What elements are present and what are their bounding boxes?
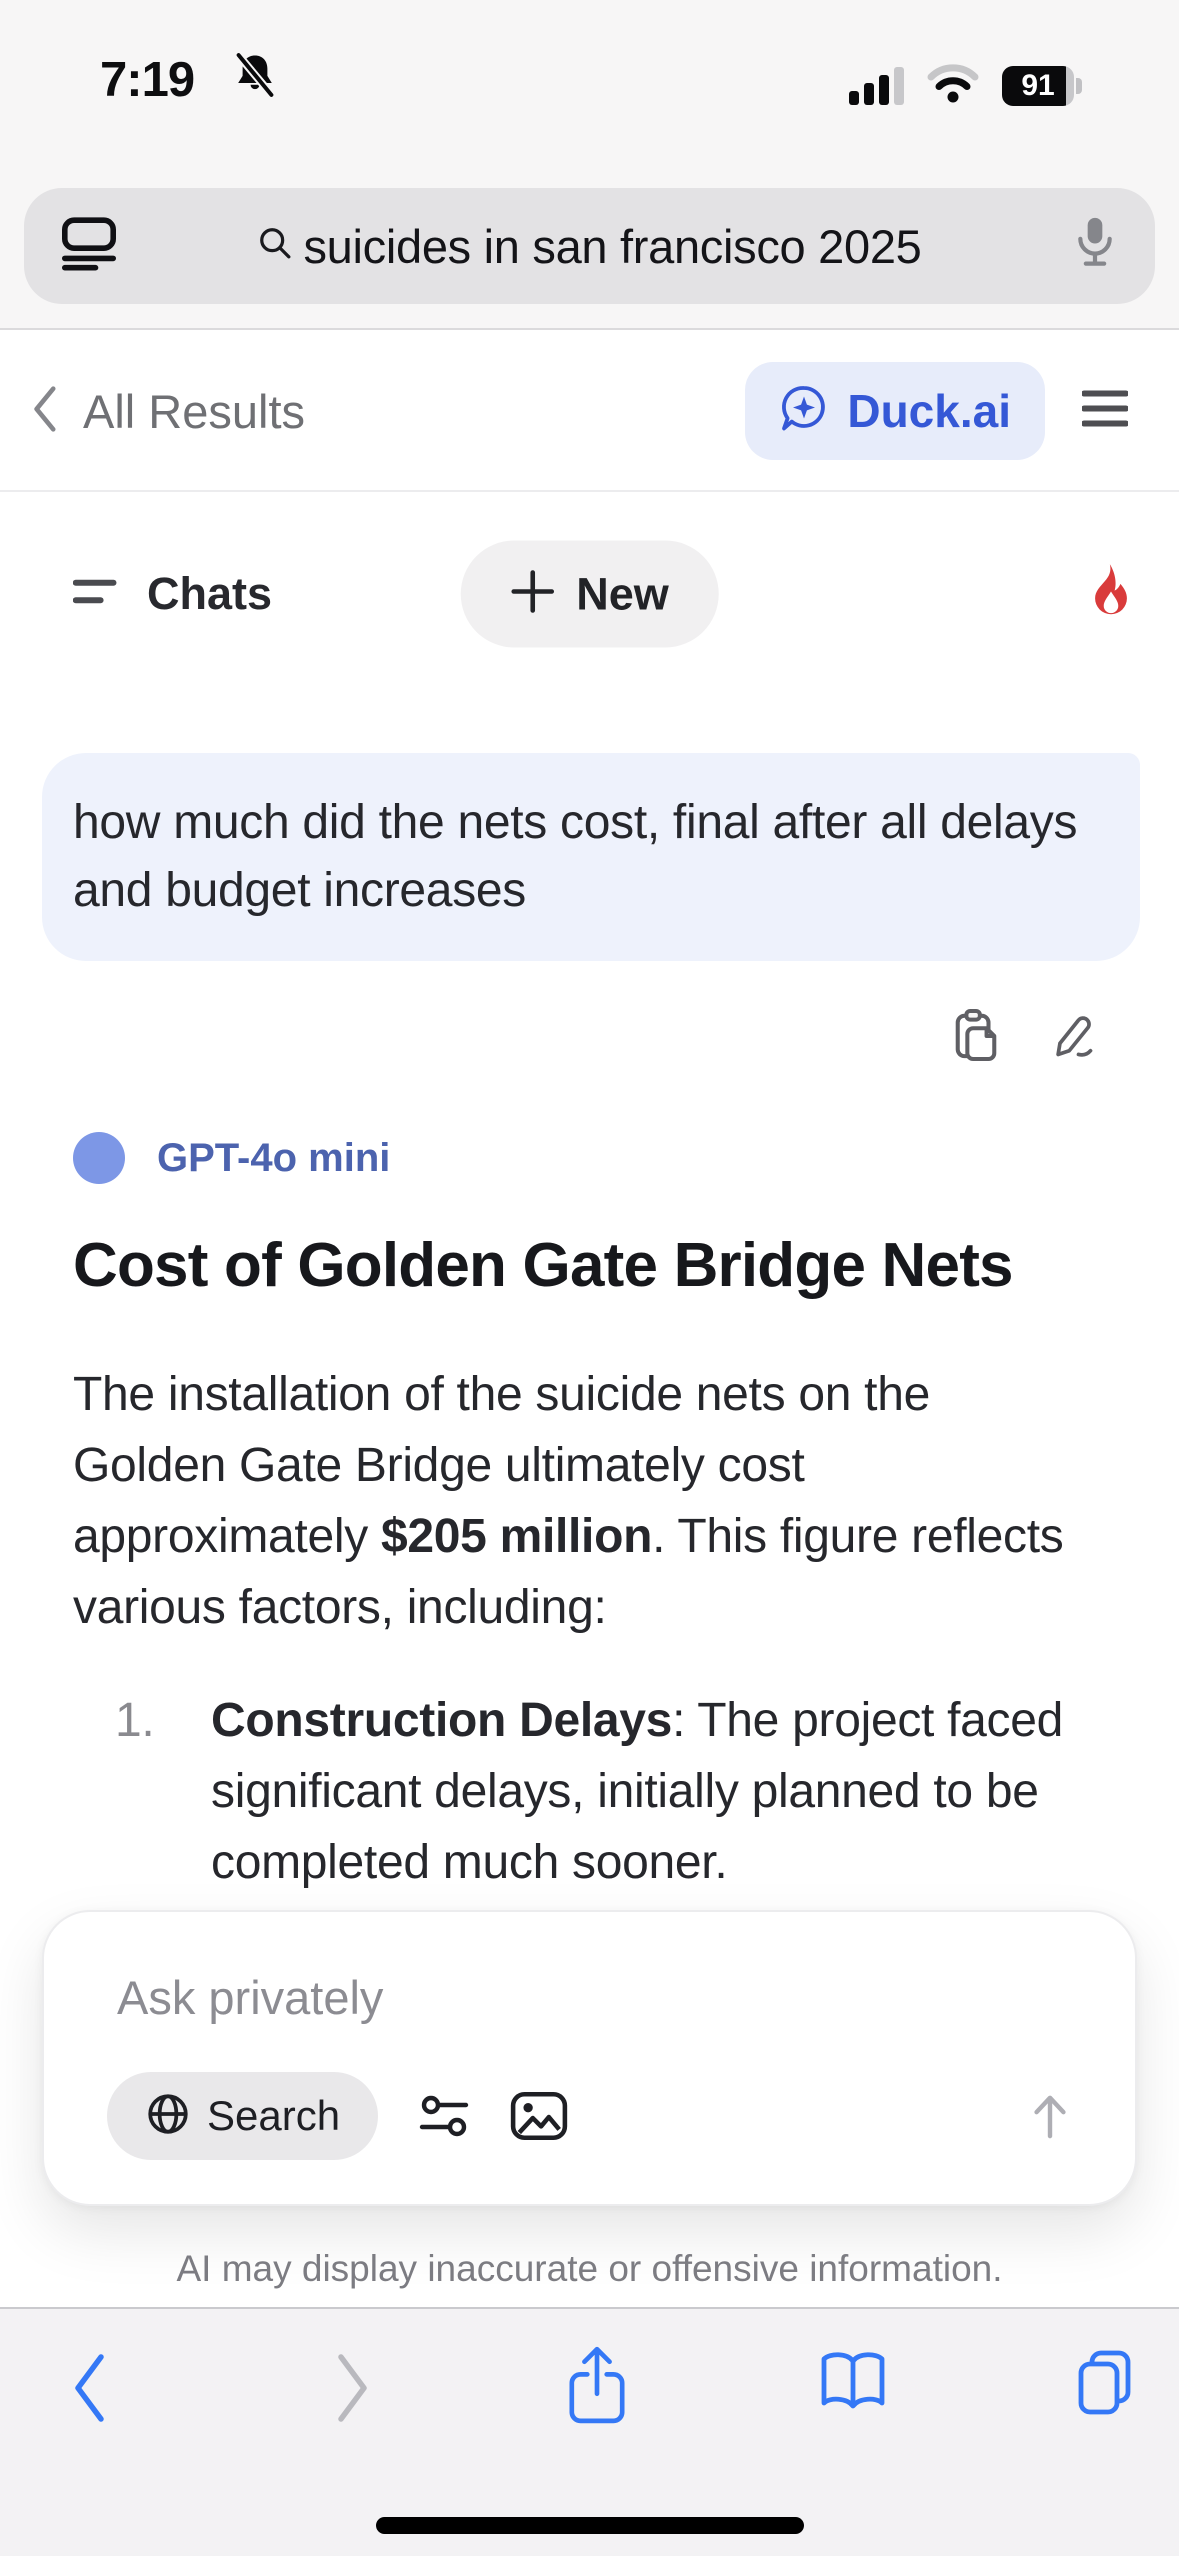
answer-intro-pre: The installation of the suicide nets on … <box>73 1368 930 1563</box>
menu-icon[interactable] <box>1081 390 1129 433</box>
plus-icon <box>510 570 554 619</box>
browser-back-icon[interactable] <box>70 2351 108 2425</box>
list-item-number: 1. <box>115 1694 155 1747</box>
battery-indicator: 91 <box>1002 65 1082 106</box>
answer-intro-bold: $205 million <box>380 1510 653 1563</box>
new-chat-label: New <box>576 568 669 619</box>
answer-intro: The installation of the suicide nets on … <box>73 1359 1089 1643</box>
globe-icon <box>145 2091 191 2142</box>
message-actions <box>0 1007 1097 1068</box>
duck-ai-chat-sparkle-icon <box>779 384 829 439</box>
composer-toolbar: Search <box>107 2072 1073 2160</box>
chats-title: Chats <box>147 568 273 619</box>
wifi-icon <box>926 62 980 109</box>
edit-icon[interactable] <box>1047 1009 1097 1066</box>
search-mode-button[interactable]: Search <box>107 2072 379 2160</box>
chevron-left-icon <box>31 385 57 438</box>
status-time: 7:19 <box>100 53 195 107</box>
ai-disclaimer: AI may display inaccurate or offensive i… <box>176 2248 1003 2289</box>
copy-icon[interactable] <box>951 1007 1001 1068</box>
model-avatar <box>73 1132 125 1184</box>
battery-percent: 91 <box>1021 68 1055 102</box>
cellular-signal-icon <box>849 66 904 105</box>
send-button[interactable] <box>1027 2090 1073 2142</box>
notifications-silenced-icon <box>232 51 278 103</box>
share-icon[interactable] <box>566 2343 628 2429</box>
duck-ai-button[interactable]: Duck.ai <box>745 362 1045 460</box>
browser-top-header: 7:19 91 <box>0 0 1179 330</box>
list-item-text: Construction Delays: The project faced s… <box>211 1685 1141 1898</box>
bookmarks-icon[interactable] <box>816 2349 890 2415</box>
browser-forward-icon[interactable] <box>334 2351 372 2425</box>
chats-sidebar-toggle[interactable]: Chats <box>72 568 273 620</box>
chats-bar: Chats New <box>0 494 1179 694</box>
list-item-lead: Construction Delays <box>211 1694 673 1747</box>
user-message-bubble: how much did the nets cost, final after … <box>42 753 1140 961</box>
tabs-icon[interactable] <box>1074 2349 1138 2415</box>
browser-toolbar <box>0 2307 1179 2556</box>
search-query[interactable]: suicides in san francisco 2025 <box>24 188 1155 304</box>
attach-image-icon[interactable] <box>510 2091 568 2141</box>
back-to-all-results[interactable]: All Results <box>31 332 305 490</box>
new-chat-button[interactable]: New <box>460 540 719 648</box>
search-query-text: suicides in san francisco 2025 <box>303 219 922 273</box>
chat-conversation: how much did the nets cost, final after … <box>0 753 1179 2021</box>
user-message-text: how much did the nets cost, final after … <box>73 796 1078 917</box>
model-name: GPT-4o mini <box>157 1135 391 1180</box>
search-bar[interactable]: suicides in san francisco 2025 <box>24 188 1155 304</box>
results-nav-bar: All Results Duck.ai <box>0 332 1179 492</box>
home-indicator[interactable] <box>375 2517 804 2534</box>
back-label: All Results <box>83 384 306 438</box>
fire-button[interactable] <box>1086 562 1136 627</box>
status-icons: 91 <box>849 62 1082 109</box>
answer-heading: Cost of Golden Gate Bridge Nets <box>73 1231 1014 1300</box>
answer-intro-post: . This figure reflects various factors, … <box>73 1510 1064 1634</box>
chat-settings-icon[interactable] <box>418 2094 470 2138</box>
model-row: GPT-4o mini <box>73 1132 1179 1184</box>
chats-list-icon <box>72 578 119 611</box>
layout-list-icon[interactable] <box>61 217 117 276</box>
composer-input[interactable] <box>117 1970 1062 2025</box>
search-icon <box>257 225 295 268</box>
duck-ai-label: Duck.ai <box>847 385 1011 437</box>
list-item: 1. Construction Delays: The project face… <box>73 1685 1179 1898</box>
composer-card: Search <box>42 1910 1137 2206</box>
search-mode-label: Search <box>207 2092 341 2139</box>
microphone-icon[interactable] <box>1073 215 1117 278</box>
list-item-rest: : The project faced significant delays, … <box>211 1694 1064 1889</box>
